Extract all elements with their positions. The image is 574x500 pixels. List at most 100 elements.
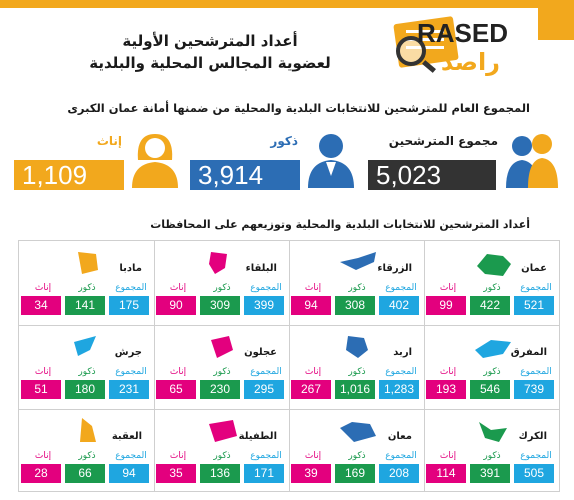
males-label: ذكور (78, 283, 96, 293)
females-value: 35 (156, 464, 196, 483)
males-label: ذكور (483, 451, 501, 461)
males-label: ذكور (78, 367, 96, 377)
females-value: 39 (291, 464, 331, 483)
governorate-name: العقبة (111, 431, 142, 442)
column-labels: المجموع ذكور إناث (291, 367, 421, 379)
males-label: ذكور (348, 283, 366, 293)
males-value: 230 (200, 380, 240, 399)
total-value: 521 (514, 296, 554, 315)
governorate-name: الطفيلة (238, 431, 277, 442)
column-labels: المجموع ذكور إناث (156, 367, 286, 379)
title-line-1: أعداد المترشحين الأولية (122, 32, 298, 50)
governorate-map-icon (80, 418, 96, 442)
males-value: 136 (200, 464, 240, 483)
males-value: 141 (65, 296, 105, 315)
total-label: المجموع (385, 451, 417, 461)
summary-males-value: 3,914 (190, 160, 300, 190)
governorate-name: الزرقاء (377, 263, 412, 274)
top-accent-bar (0, 0, 574, 8)
governorate-cell: الزرقاء المجموع ذكور إناث 402 308 94 (289, 241, 424, 325)
summary-total-label: مجموع المترشحين (388, 134, 498, 148)
governorate-name: جرش (114, 347, 142, 358)
governorate-cell: مادبا المجموع ذكور إناث 175 141 34 (19, 241, 154, 325)
governorate-map-icon (211, 336, 233, 358)
males-value: 391 (470, 464, 510, 483)
column-labels: المجموع ذكور إناث (156, 283, 286, 295)
females-value: 94 (291, 296, 331, 315)
governorate-name: البلقاء (245, 263, 277, 274)
females-value: 267 (291, 380, 331, 399)
grid-divider (19, 409, 559, 410)
logo-text-ar: راصد (440, 48, 500, 76)
governorate-map-icon (475, 340, 511, 358)
grid-divider (289, 241, 290, 491)
females-value: 114 (426, 464, 466, 483)
governorate-map-icon (74, 336, 96, 356)
summary-total: مجموع المترشحين 5,023 (368, 130, 560, 200)
females-label: إناث (34, 367, 52, 377)
magnifier-icon (396, 36, 426, 66)
females-label: إناث (34, 283, 52, 293)
governorate-map-icon (477, 254, 511, 276)
females-value: 99 (426, 296, 466, 315)
females-value: 193 (426, 380, 466, 399)
females-label: إناث (439, 451, 457, 461)
column-labels: المجموع ذكور إناث (426, 451, 556, 463)
governorate-cell: معان المجموع ذكور إناث 208 169 39 (289, 409, 424, 493)
corner-accent (538, 0, 574, 40)
females-label: إناث (439, 283, 457, 293)
total-value: 231 (109, 380, 149, 399)
total-value: 171 (244, 464, 284, 483)
males-label: ذكور (213, 367, 231, 377)
males-value: 422 (470, 296, 510, 315)
males-value: 309 (200, 296, 240, 315)
governorate-name: اربد (393, 347, 412, 358)
grid-divider (424, 241, 425, 491)
page-title: أعداد المترشحين الأولية لعضوية المجالس ا… (60, 30, 360, 74)
column-labels: المجموع ذكور إناث (156, 451, 286, 463)
summary-total-value: 5,023 (368, 160, 496, 190)
summary-males: ذكور 3,914 (190, 130, 362, 200)
males-value: 180 (65, 380, 105, 399)
column-labels: المجموع ذكور إناث (426, 367, 556, 379)
total-label: المجموع (115, 283, 147, 293)
governorate-map-icon (340, 252, 376, 270)
females-label: إناث (304, 367, 322, 377)
females-label: إناث (169, 451, 187, 461)
column-labels: المجموع ذكور إناث (21, 283, 151, 295)
governorate-cell: جرش المجموع ذكور إناث 231 180 51 (19, 325, 154, 409)
governorate-name: عجلون (244, 347, 277, 358)
summary-females-value: 1,109 (14, 160, 124, 190)
governorate-cell: عجلون المجموع ذكور إناث 295 230 65 (154, 325, 289, 409)
total-label: المجموع (520, 451, 552, 461)
total-label: المجموع (115, 367, 147, 377)
total-value: 1,283 (379, 380, 419, 399)
females-label: إناث (439, 367, 457, 377)
governorate-name: الكرك (518, 431, 547, 442)
males-value: 308 (335, 296, 375, 315)
column-labels: المجموع ذكور إناث (21, 451, 151, 463)
governorate-map-icon (209, 420, 237, 442)
rased-logo: RASED راصد (376, 16, 516, 82)
logo-text-en: RASED (416, 18, 508, 48)
column-labels: المجموع ذكور إناث (291, 283, 421, 295)
governorate-name: معان (387, 431, 412, 442)
summary-females-label: إناث (96, 134, 122, 148)
males-value: 1,016 (335, 380, 375, 399)
governorate-name: مادبا (119, 263, 142, 274)
column-labels: المجموع ذكور إناث (291, 451, 421, 463)
males-value: 169 (335, 464, 375, 483)
governorate-cell: الطفيلة المجموع ذكور إناث 171 136 35 (154, 409, 289, 493)
total-label: المجموع (385, 283, 417, 293)
males-label: ذكور (483, 367, 501, 377)
man-icon (308, 134, 354, 188)
total-label: المجموع (385, 367, 417, 377)
total-label: المجموع (520, 283, 552, 293)
total-value: 739 (514, 380, 554, 399)
governorate-map-icon (346, 336, 368, 358)
woman-icon (132, 134, 178, 188)
summary-males-label: ذكور (270, 134, 298, 148)
grid-divider (19, 325, 559, 326)
total-value: 402 (379, 296, 419, 315)
governorate-name: المفرق (510, 347, 547, 358)
